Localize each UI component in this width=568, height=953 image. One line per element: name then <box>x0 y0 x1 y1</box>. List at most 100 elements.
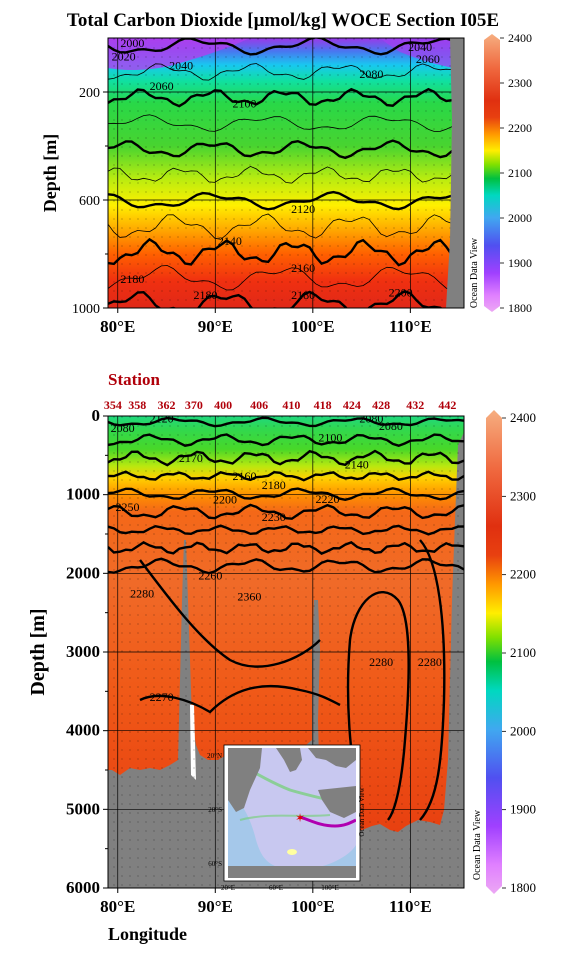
upper-contour-label: 2180 <box>291 288 315 302</box>
lower-colorbar: 2400 2300 2200 2100 2000 1900 1800 <box>486 410 536 895</box>
inset-lat-label-1: 20°N <box>207 752 222 760</box>
upper-contour-label: 2020 <box>112 49 136 63</box>
lower-contour-line <box>108 503 464 520</box>
lower-contour-label: 2100 <box>318 431 342 445</box>
lower-y-tick-label: 0 <box>92 406 101 425</box>
lower-ticks: 80°E 90°E 100°E 110°E 0 1000 2000 3000 4000 5000 6… <box>66 406 432 916</box>
lower-contour-label: 2280 <box>369 655 393 669</box>
colorbar-tick-label: 2100 <box>510 645 536 660</box>
lower-contour-line <box>108 449 464 467</box>
upper-y-axis-label: Depth [m] <box>40 134 60 213</box>
lower-contour-label: 2080 <box>111 421 135 435</box>
inset-deep-ocean <box>228 790 356 878</box>
lower-colorbar-ticks: 2400 2300 2200 2100 2000 1900 1800 <box>502 410 536 895</box>
upper-contours: 2000202020402060210020802060204021202140… <box>108 36 464 308</box>
station-label: 410 <box>282 398 300 412</box>
station-label: 418 <box>314 398 332 412</box>
upper-contour-line <box>108 38 464 56</box>
inset-se-asia <box>308 748 356 768</box>
x-axis-label: Longitude <box>108 924 187 944</box>
lower-contour-label: 2220 <box>315 492 339 506</box>
colorbar-tick-label: 1900 <box>510 802 536 817</box>
upper-colorbar-bar <box>484 34 500 312</box>
upper-contour-line <box>108 289 464 308</box>
lower-contour-label: 2180 <box>262 478 286 492</box>
colorbar-tick-label: 2300 <box>510 488 536 503</box>
station-label: 370 <box>185 398 203 412</box>
upper-contour-label: 2180 <box>120 272 144 286</box>
lower-contour-label: 2120 <box>150 412 174 426</box>
lower-contour-label: 2140 <box>345 457 369 471</box>
upper-y-tick-label: 600 <box>79 194 100 209</box>
lower-contour-line <box>108 524 464 536</box>
station-label: 362 <box>158 398 176 412</box>
upper-contour-label: 2180 <box>194 288 218 302</box>
upper-x-tick-label: 90°E <box>198 317 233 336</box>
lower-contour-line <box>346 591 410 821</box>
colorbar-tick-label: 1800 <box>508 301 532 315</box>
lower-contour-line <box>108 470 464 482</box>
chart-title: Total Carbon Dioxide [µmol/kg] WOCE Sect… <box>67 10 499 31</box>
lower-contour-label: 2160 <box>233 469 257 483</box>
station-label: 400 <box>214 398 232 412</box>
inset-cruise-track <box>299 815 356 828</box>
upper-contour-label: 2140 <box>218 234 242 248</box>
lower-y-tick-label: 4000 <box>66 721 100 740</box>
inset-map: ✶ 20°N 20°S 60°S 20°E 60°E 100°E Ocean D… <box>207 744 366 892</box>
lower-contour-line <box>139 559 321 668</box>
lower-contour-label: 2260 <box>198 568 222 582</box>
upper-contour-line <box>108 165 464 184</box>
upper-contour-line <box>108 265 464 292</box>
station-label: 428 <box>372 398 390 412</box>
colorbar-tick-label: 1800 <box>510 880 536 895</box>
lower-contour-line <box>108 487 464 502</box>
inset-australia <box>318 786 356 818</box>
upper-gridlines <box>108 38 464 308</box>
upper-frame <box>107 37 465 309</box>
upper-contour-line <box>108 87 464 108</box>
lower-y-tick-label: 6000 <box>66 878 100 897</box>
upper-contour-label: 2060 <box>416 52 440 66</box>
colorbar-tick-label: 2100 <box>508 166 532 180</box>
lower-y-tick-label: 1000 <box>66 485 100 504</box>
lower-contour-label: 2200 <box>213 493 237 507</box>
upper-y-tick-label: 1000 <box>72 302 100 317</box>
upper-x-tick-label: 80°E <box>100 317 135 336</box>
lower-contour-label: 2270 <box>150 690 174 704</box>
station-label: 354 <box>104 398 122 412</box>
colorbar-tick-label: 2200 <box>510 567 536 582</box>
upper-contour-line <box>108 139 464 160</box>
lower-x-tick-label: 110°E <box>389 897 432 916</box>
colorbar-tick-label: 2400 <box>508 31 532 45</box>
upper-contour-line <box>108 63 464 81</box>
upper-contour-line <box>108 114 464 132</box>
station-label: 442 <box>438 398 456 412</box>
lower-contour-label: 2280 <box>418 655 442 669</box>
colorbar-tick-label: 1900 <box>508 256 532 270</box>
upper-contour-label: 2120 <box>291 202 315 216</box>
lower-watermark: Ocean Data View <box>472 809 483 880</box>
inset-kerguelen <box>287 849 297 855</box>
colorbar-tick-label: 2000 <box>508 211 532 225</box>
colorbar-tick-label: 2200 <box>508 121 532 135</box>
upper-contour-label: 2040 <box>169 59 193 73</box>
lower-contour-line <box>139 684 341 714</box>
upper-contour-line <box>108 190 464 211</box>
lower-contour-line <box>108 557 464 575</box>
upper-contour-label: 2000 <box>120 36 144 50</box>
lower-contour-label: 2280 <box>130 586 154 600</box>
upper-watermark: Ocean Data View <box>469 237 480 308</box>
upper-contour-label: 2080 <box>359 67 383 81</box>
inset-lat-label-2: 20°S <box>208 806 222 814</box>
lower-contour-label: 2170 <box>179 451 203 465</box>
station-axis-title: Station <box>108 370 161 389</box>
inset-india <box>276 748 302 772</box>
colorbar-tick-label: 2300 <box>508 76 532 90</box>
inset-station-marker-icon: ✶ <box>295 811 305 825</box>
station-label: 406 <box>250 398 268 412</box>
inset-lat-label-3: 60°S <box>208 860 222 868</box>
upper-land-mask <box>446 38 464 308</box>
upper-x-tick-label: 110°E <box>389 317 432 336</box>
